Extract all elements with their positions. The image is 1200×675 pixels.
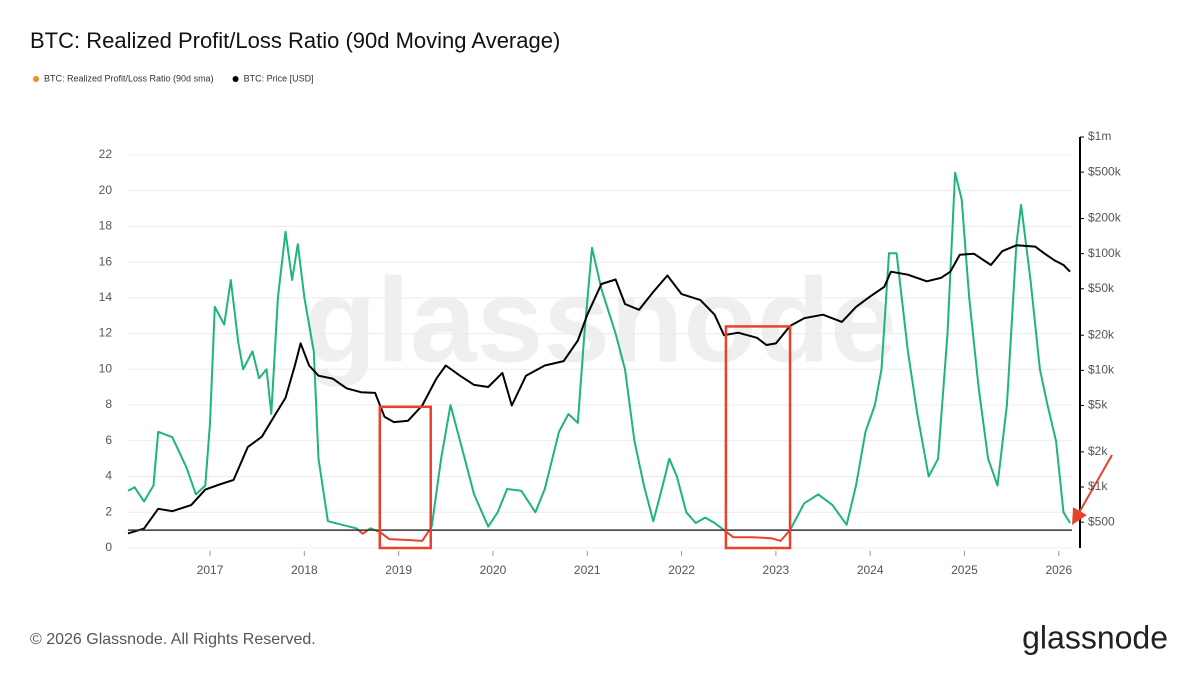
legend-label: BTC: Price [USD] (244, 73, 314, 83)
y-tick-label: 12 (99, 326, 113, 340)
footer: © 2026 Glassnode. All Rights Reserved. (30, 631, 316, 648)
y-tick-label: 16 (99, 254, 113, 268)
x-tick-label: 2024 (857, 563, 884, 577)
x-tick-label: 2026 (1045, 563, 1072, 577)
x-tick-label: 2018 (291, 563, 318, 577)
y2-tick-label: $2k (1088, 444, 1108, 458)
highlight-box (724, 325, 792, 550)
y-tick-label: 0 (105, 540, 112, 554)
legend-label: BTC: Realized Profit/Loss Ratio (90d sma… (44, 73, 214, 83)
y-tick-label: 20 (99, 183, 113, 197)
y2-tick-label: $200k (1088, 211, 1122, 225)
x-tick-label: 2017 (197, 563, 224, 577)
y2-tick-label: $1m (1088, 129, 1111, 143)
x-tick-label: 2025 (951, 563, 978, 577)
highlight-box (378, 405, 432, 550)
y2-tick-label: $1k (1088, 479, 1108, 493)
legend-marker (232, 76, 239, 82)
y2-tick-label: $100k (1088, 246, 1122, 260)
y-tick-label: 10 (99, 361, 113, 375)
y2-tick-label: $500k (1088, 164, 1122, 178)
y-tick-label: 18 (99, 219, 113, 233)
y2-tick-label: $5k (1088, 398, 1108, 412)
series-line (127, 244, 1071, 535)
x-tick-label: 2023 (763, 563, 790, 577)
y2-tick-label: $10k (1088, 363, 1115, 377)
logo: glassnode (1022, 619, 1168, 655)
y-tick-label: 4 (105, 469, 112, 483)
y-tick-label: 8 (105, 397, 112, 411)
series-line (127, 171, 1071, 542)
y-tick-label: 14 (99, 290, 113, 304)
y2-tick-label: $50k (1088, 281, 1115, 295)
arrow (1072, 454, 1113, 525)
y-tick-label: 22 (99, 147, 113, 161)
watermark: glassnode (303, 254, 897, 388)
y2-tick-label: $500 (1088, 514, 1115, 528)
x-tick-label: 2020 (480, 563, 507, 577)
x-tick-label: 2019 (385, 563, 412, 577)
x-tick-label: 2021 (574, 563, 601, 577)
legend-marker (33, 76, 39, 82)
chart-title: BTC: Realized Profit/Loss Ratio (90d Mov… (30, 28, 560, 53)
y-tick-label: 6 (105, 433, 112, 447)
x-tick-label: 2022 (668, 563, 695, 577)
y-tick-label: 2 (105, 504, 112, 518)
y2-tick-label: $20k (1088, 327, 1115, 341)
